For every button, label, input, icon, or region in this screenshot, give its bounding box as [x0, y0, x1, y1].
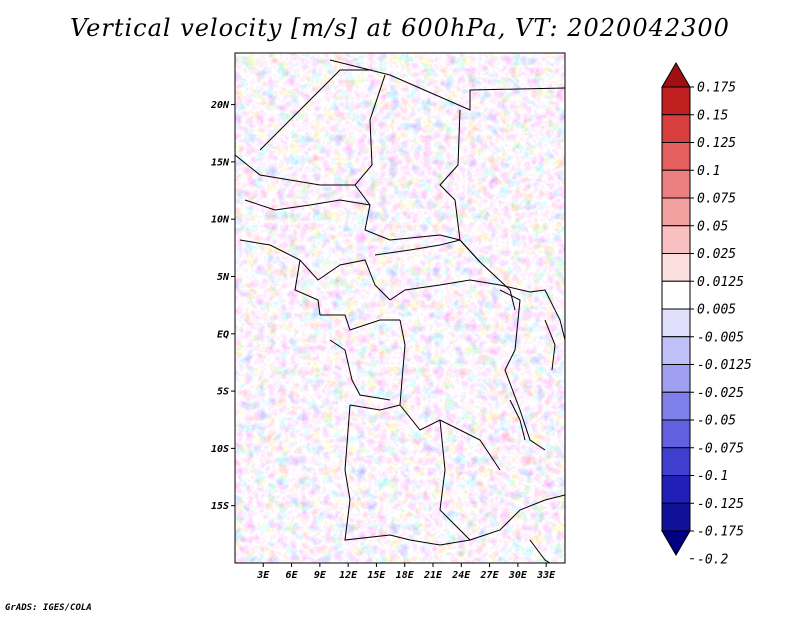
colorbar-label: -0.005 [697, 330, 744, 345]
lon-tick-label: 12E [339, 570, 358, 581]
colorbar-box [661, 475, 691, 504]
lon-tick-label: 27E [480, 570, 500, 581]
colorbar-label: 0.005 [697, 303, 736, 318]
lon-tick-label: 24E [451, 570, 471, 581]
lat-tick-label: 10S [211, 444, 229, 455]
colorbar-box [661, 86, 691, 116]
colorbar-box [661, 142, 691, 171]
colorbar-label: -0.175 [697, 525, 744, 540]
longitude-axis: 3E 6E 9E 12E 15E 18E 21E 24E 27E 30E 33E [256, 563, 556, 581]
country-borders [235, 59, 565, 563]
colorbar-label: -0.1 [697, 469, 728, 484]
colorbar-box [661, 447, 691, 476]
colorbar-box [661, 280, 691, 310]
grads-credit: GrADS: IGES/COLA [5, 603, 92, 613]
colorbar-label: -0.125 [697, 497, 744, 512]
lat-tick-label: 5S [217, 387, 229, 398]
colorbar: 0.175 0.15 0.125 0.1 0.075 0.05 0.025 0.0125 0.0… [661, 62, 752, 567]
colorbar-box [661, 502, 691, 532]
lon-tick-label: 33E [536, 570, 556, 581]
colorbar-box [661, 419, 691, 449]
colorbar-label: 0.05 [697, 219, 728, 234]
lat-tick-label: EQ [217, 329, 229, 340]
lon-tick-label: 9E [314, 570, 327, 581]
colorbar-box [661, 253, 691, 282]
colorbar-label: 0.125 [697, 136, 736, 151]
colorbar-label: -0.075 [697, 441, 744, 456]
lon-tick-label: 6E [286, 570, 299, 581]
colorbar-label: -0.05 [697, 414, 736, 429]
colorbar-box [661, 225, 691, 254]
colorbar-box [661, 364, 691, 393]
lat-tick-label: 20N [210, 100, 230, 111]
colorbar-box [661, 391, 691, 421]
colorbar-box [661, 197, 691, 227]
colorbar-label: 0.0125 [697, 275, 744, 290]
lon-tick-label: 21E [423, 570, 443, 581]
colorbar-top-arrow [661, 62, 691, 88]
lat-tick-label: 15S [211, 501, 229, 512]
map-frame [234, 52, 566, 564]
lat-tick-label: 15N [211, 157, 230, 168]
colorbar-box [661, 336, 691, 365]
colorbar-label: 0.075 [697, 192, 736, 207]
lon-tick-label: 3E [256, 570, 270, 581]
colorbar-label: -0.0125 [697, 358, 752, 373]
colorbar-label: 0.15 [697, 108, 728, 123]
colorbar-bottom-arrow [661, 530, 691, 556]
lon-tick-label: 15E [367, 570, 386, 581]
colorbar-label: -0.2 [697, 552, 728, 567]
latitude-axis: 20N 15N 10N 5N EQ 5S 10S 15S [210, 100, 235, 512]
colorbar-label: 0.175 [697, 81, 736, 96]
lon-tick-label: 18E [396, 570, 415, 581]
lon-tick-label: 30E [508, 570, 528, 581]
colorbar-label: 0.025 [697, 247, 736, 262]
plot-title: Vertical velocity [m/s] at 600hPa, VT: 2… [70, 14, 730, 42]
velocity-field [235, 53, 565, 563]
colorbar-box [661, 308, 691, 338]
colorbar-label: 0.1 [697, 164, 720, 179]
colorbar-box [661, 114, 691, 143]
colorbar-box [661, 169, 691, 199]
lat-tick-label: 10N [211, 215, 230, 226]
lat-tick-label: 5N [217, 272, 230, 283]
colorbar-label: -0.025 [697, 386, 744, 401]
